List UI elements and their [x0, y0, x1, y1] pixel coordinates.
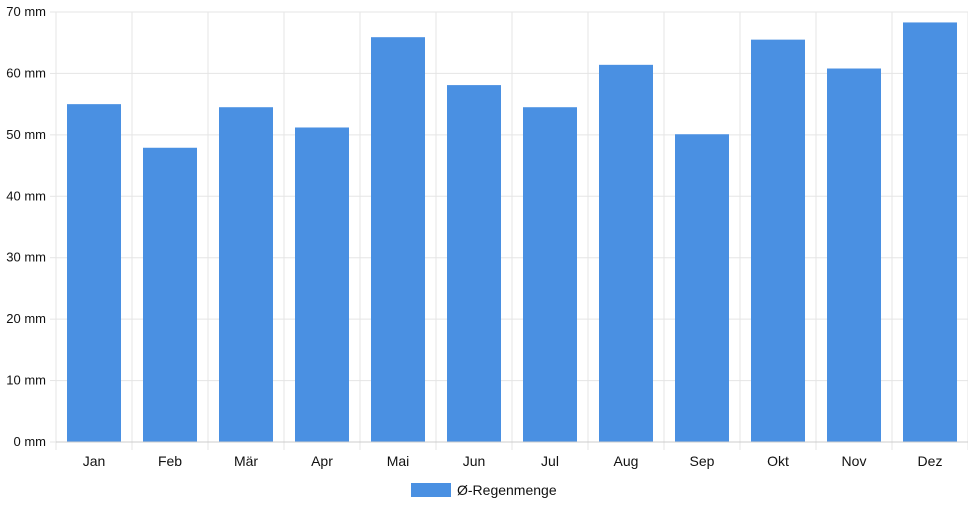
grid-lines: [55, 11, 968, 450]
y-axis-tick-labels: 0 mm 10 mm 20 mm 30 mm 40 mm 50 mm 60 mm 70 mm: [6, 4, 46, 449]
x-tick-label: Nov: [842, 453, 867, 469]
x-tick-label: Jan: [83, 453, 106, 469]
y-tick-label: 50 mm: [6, 127, 46, 142]
bar-dez[interactable]: [903, 22, 957, 442]
x-tick-label: Okt: [767, 453, 789, 469]
x-tick-label: Mai: [387, 453, 410, 469]
bar-jul[interactable]: [523, 107, 577, 442]
x-tick-label: Sep: [690, 453, 715, 469]
bar-sep[interactable]: [675, 134, 729, 442]
bar-apr[interactable]: [295, 127, 349, 442]
y-tick-label: 40 mm: [6, 188, 46, 203]
x-tick-label: Jun: [463, 453, 486, 469]
y-tick-label: 10 mm: [6, 373, 46, 388]
y-tick-label: 0 mm: [14, 434, 47, 449]
x-tick-label: Apr: [311, 453, 333, 469]
bar-okt[interactable]: [751, 39, 805, 443]
x-tick-label: Feb: [158, 453, 182, 469]
y-tick-label: 30 mm: [6, 250, 46, 265]
legend-swatch[interactable]: [411, 483, 451, 497]
x-tick-label: Mär: [234, 453, 258, 469]
axes: [50, 11, 968, 443]
y-tick-label: 70 mm: [6, 4, 46, 19]
x-axis-tick-labels: Jan Feb Mär Apr Mai Jun Jul Aug Sep Okt Nov Dez: [83, 453, 943, 469]
legend-label-regenmenge[interactable]: Ø-Regenmenge: [457, 482, 557, 498]
x-tick-label: Dez: [918, 453, 943, 469]
bar-series: [67, 22, 957, 443]
bar-mai[interactable]: [371, 37, 425, 442]
x-tick-label: Jul: [541, 453, 559, 469]
y-tick-label: 60 mm: [6, 65, 46, 80]
x-tick-label: Aug: [614, 453, 639, 469]
legend[interactable]: Ø-Regenmenge: [411, 482, 557, 498]
bar-jun[interactable]: [447, 85, 501, 442]
bar-aug[interactable]: [599, 64, 653, 442]
bar-mär[interactable]: [219, 107, 273, 442]
bar-jan[interactable]: [67, 104, 121, 443]
bar-nov[interactable]: [827, 68, 881, 442]
bar-feb[interactable]: [143, 147, 197, 442]
y-tick-label: 20 mm: [6, 311, 46, 326]
